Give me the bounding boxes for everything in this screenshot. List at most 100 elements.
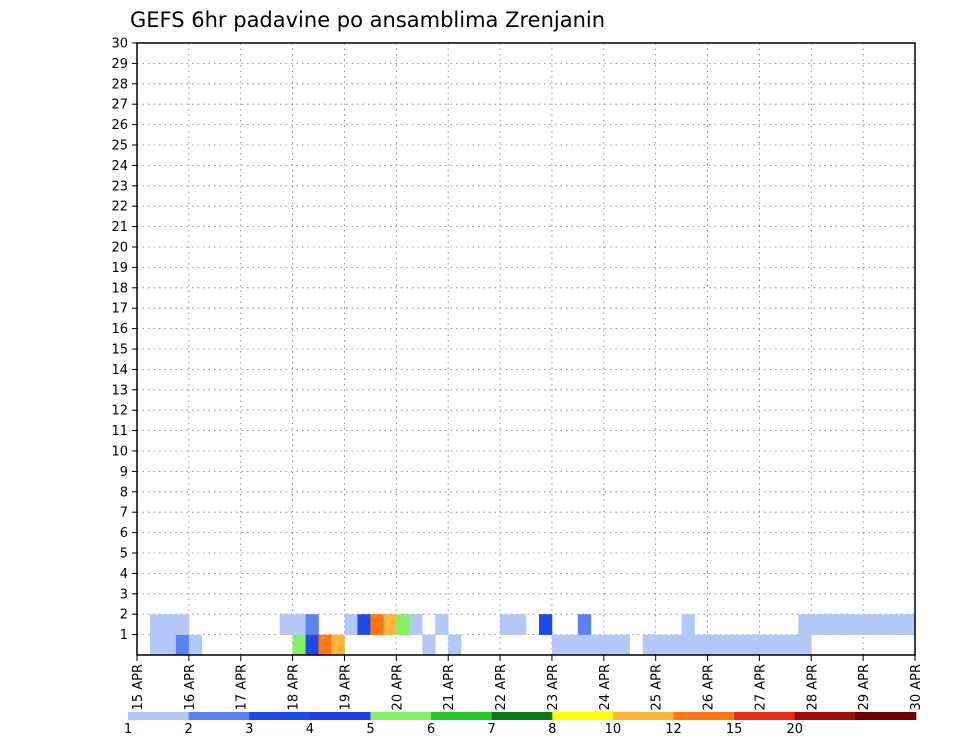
heatmap-cell xyxy=(175,634,190,656)
heatmap-cell xyxy=(733,634,747,656)
heatmap-cell xyxy=(746,634,760,656)
heatmap-cell xyxy=(292,634,306,656)
x-tick-label: 29 APR xyxy=(857,664,872,710)
heatmap-cell xyxy=(305,634,319,656)
heatmap-cell xyxy=(564,634,579,656)
heatmap-cell xyxy=(694,634,708,656)
heatmap-cell xyxy=(162,614,177,635)
y-tick-label: 25 xyxy=(111,139,128,154)
heatmap-cell xyxy=(422,634,436,656)
x-tick-label: 25 APR xyxy=(650,664,665,710)
heatmap-cell xyxy=(409,614,423,635)
y-tick-label: 5 xyxy=(120,547,128,562)
heatmap-cell xyxy=(798,614,812,635)
heatmap-cell xyxy=(577,614,592,635)
y-tick-label: 3 xyxy=(120,587,128,602)
y-tick-label: 27 xyxy=(111,98,128,113)
colorbar-label: 15 xyxy=(726,722,743,737)
y-tick-label: 19 xyxy=(111,261,128,276)
x-tick-label: 22 APR xyxy=(494,664,509,710)
heatmap-cell xyxy=(655,634,669,656)
y-tick-label: 9 xyxy=(120,465,128,480)
y-tick-label: 10 xyxy=(111,445,128,460)
heatmap-cell xyxy=(707,634,721,656)
y-tick-label: 28 xyxy=(111,77,128,92)
colorbar-swatch xyxy=(673,712,735,720)
colorbar-label: 5 xyxy=(366,722,374,737)
y-tick-label: 21 xyxy=(111,220,128,235)
x-tick-label: 24 APR xyxy=(598,664,613,710)
y-tick-label: 15 xyxy=(111,343,128,358)
y-tick-label: 1 xyxy=(120,628,128,643)
heatmap-cell xyxy=(500,614,514,635)
colorbar-swatch xyxy=(491,712,553,720)
colorbar-label: 3 xyxy=(245,722,253,737)
heatmap-cell xyxy=(889,614,903,635)
colorbar-label: 8 xyxy=(548,722,556,737)
heatmap-cell xyxy=(590,634,605,656)
colorbar-swatch xyxy=(309,712,371,720)
heatmap-cell xyxy=(305,614,319,635)
heatmap-cell xyxy=(720,634,734,656)
colorbar-swatch xyxy=(552,712,614,720)
y-tick-label: 24 xyxy=(111,159,128,174)
heatmap-cell xyxy=(292,614,306,635)
heatmap-cell xyxy=(668,634,682,656)
heatmap-cell xyxy=(357,614,371,635)
y-tick-label: 12 xyxy=(111,404,128,419)
x-tick-label: 15 APR xyxy=(131,664,146,710)
colorbar-label: 7 xyxy=(488,722,496,737)
colorbar-label: 1 xyxy=(124,722,132,737)
heatmap-cell xyxy=(798,634,812,656)
y-tick-label: 11 xyxy=(111,424,128,439)
colorbar-swatch xyxy=(794,712,856,720)
heatmap-cells xyxy=(149,614,916,656)
x-tick-label: 27 APR xyxy=(753,664,768,710)
heatmap-cell xyxy=(435,614,449,635)
heatmap-cell xyxy=(824,614,838,635)
heatmap-cell xyxy=(876,614,890,635)
y-tick-label: 20 xyxy=(111,241,128,256)
x-tick-label: 23 APR xyxy=(546,664,561,710)
heatmap-cell xyxy=(759,634,773,656)
heatmap-cell xyxy=(149,614,164,635)
y-tick-label: 4 xyxy=(120,567,128,582)
heatmap-cell xyxy=(383,614,397,635)
y-tick-label: 26 xyxy=(111,118,128,133)
x-tick-label: 21 APR xyxy=(442,664,457,710)
y-tick-label: 18 xyxy=(111,281,128,296)
colorbar-label: 12 xyxy=(665,722,682,737)
heatmap-cell xyxy=(513,614,527,635)
heatmap-cell xyxy=(396,614,410,635)
heatmap-cell xyxy=(344,614,358,635)
colorbar-swatch xyxy=(431,712,492,720)
colorbar-swatch xyxy=(128,712,189,720)
y-tick-label: 6 xyxy=(120,526,128,541)
y-tick-label: 2 xyxy=(120,608,128,623)
y-tick-label: 23 xyxy=(111,179,128,194)
heatmap-cell xyxy=(577,634,592,656)
heatmap-cell xyxy=(642,634,656,656)
heatmap-cell xyxy=(616,634,631,656)
y-tick-label: 29 xyxy=(111,57,128,72)
x-tick-label: 28 APR xyxy=(805,664,820,710)
heatmap-cell xyxy=(681,634,695,656)
colorbar-label: 2 xyxy=(184,722,192,737)
y-tick-label: 8 xyxy=(120,485,128,500)
heatmap-cell xyxy=(279,614,293,635)
heatmap-cell xyxy=(175,614,190,635)
y-tick-label: 22 xyxy=(111,200,128,215)
heatmap-cell xyxy=(448,634,462,656)
colorbar-label: 6 xyxy=(427,722,435,737)
heatmap-cell xyxy=(681,614,695,635)
heatmap-cell xyxy=(551,634,566,656)
heatmap-cell xyxy=(811,614,825,635)
heatmap-cell xyxy=(149,634,164,656)
heatmap-cell xyxy=(370,614,384,635)
heatmap-cell xyxy=(162,634,177,656)
heatmap-cell xyxy=(318,634,332,656)
y-tick-label: 17 xyxy=(111,302,128,317)
heatmap-cell xyxy=(331,634,345,656)
x-tick-label: 17 APR xyxy=(235,664,250,710)
